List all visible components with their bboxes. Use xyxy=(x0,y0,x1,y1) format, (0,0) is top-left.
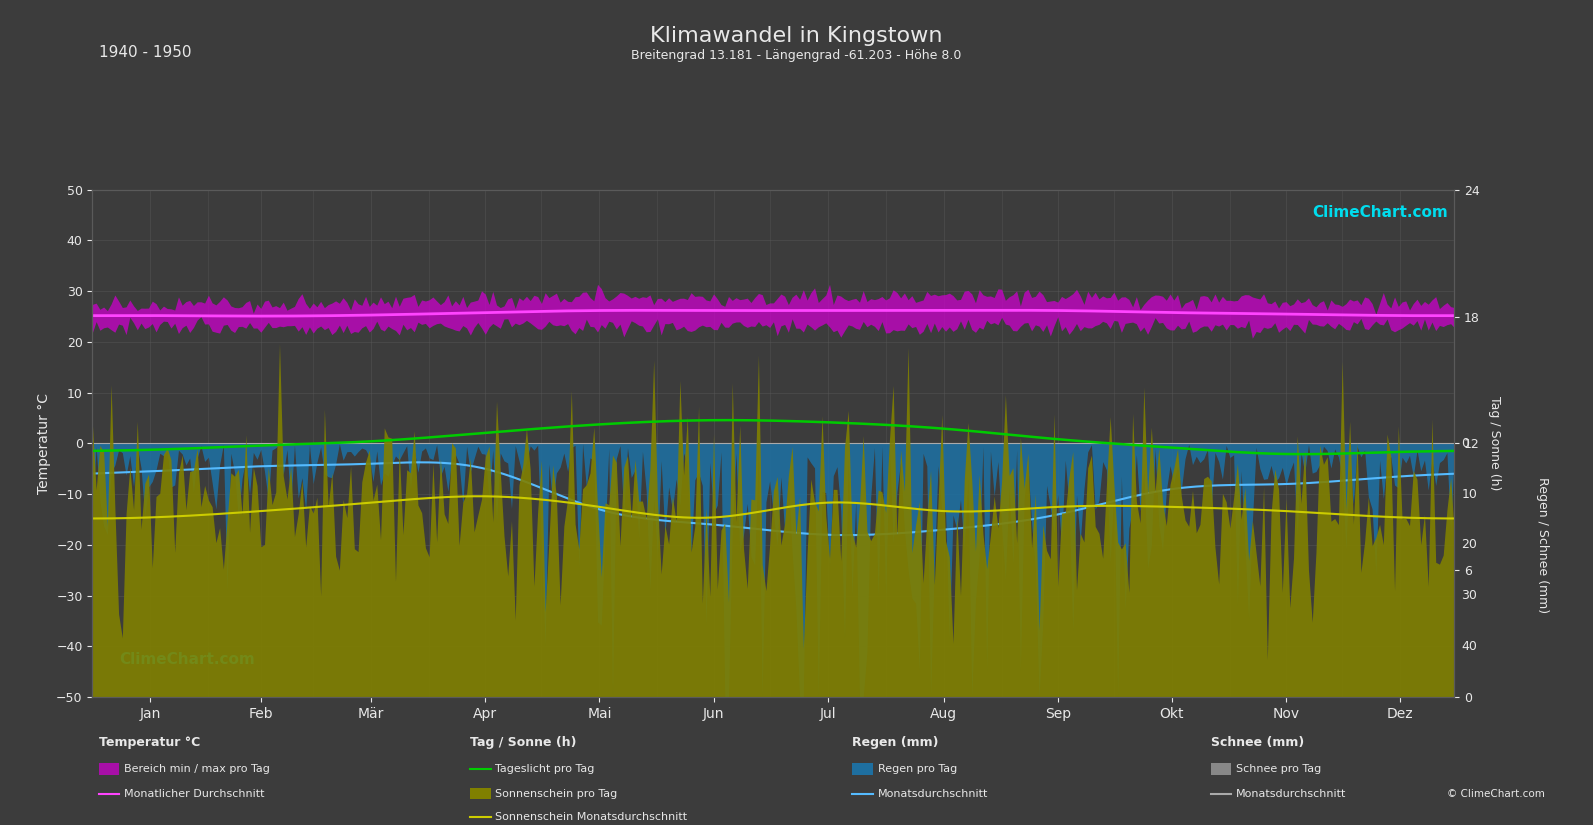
Text: 20: 20 xyxy=(1461,539,1477,551)
Text: 1940 - 1950: 1940 - 1950 xyxy=(99,45,191,60)
Text: ClimeChart.com: ClimeChart.com xyxy=(119,652,255,667)
Text: Klimawandel in Kingstown: Klimawandel in Kingstown xyxy=(650,26,943,46)
Y-axis label: Tag / Sonne (h): Tag / Sonne (h) xyxy=(1488,396,1501,491)
Text: Schnee pro Tag: Schnee pro Tag xyxy=(1236,764,1322,774)
Text: © ClimeChart.com: © ClimeChart.com xyxy=(1448,789,1545,799)
Text: Schnee (mm): Schnee (mm) xyxy=(1211,736,1305,749)
Text: Regen pro Tag: Regen pro Tag xyxy=(878,764,957,774)
Text: Sonnenschein Monatsdurchschnitt: Sonnenschein Monatsdurchschnitt xyxy=(495,812,688,822)
Text: Breitengrad 13.181 - Längengrad -61.203 - Höhe 8.0: Breitengrad 13.181 - Längengrad -61.203 … xyxy=(631,50,962,63)
Text: 30: 30 xyxy=(1461,589,1477,602)
Text: 10: 10 xyxy=(1461,488,1477,501)
Text: Tag / Sonne (h): Tag / Sonne (h) xyxy=(470,736,577,749)
Text: 0: 0 xyxy=(1461,437,1469,450)
Text: Monatlicher Durchschnitt: Monatlicher Durchschnitt xyxy=(124,789,264,799)
Text: 40: 40 xyxy=(1461,640,1477,653)
Text: Tageslicht pro Tag: Tageslicht pro Tag xyxy=(495,764,594,774)
Text: Monatsdurchschnitt: Monatsdurchschnitt xyxy=(878,789,988,799)
Text: ClimeChart.com: ClimeChart.com xyxy=(1313,205,1448,220)
Text: Monatsdurchschnitt: Monatsdurchschnitt xyxy=(1236,789,1346,799)
Text: Regen (mm): Regen (mm) xyxy=(852,736,938,749)
Text: Regen / Schnee (mm): Regen / Schnee (mm) xyxy=(1536,477,1550,613)
Text: Temperatur °C: Temperatur °C xyxy=(99,736,201,749)
Text: Sonnenschein pro Tag: Sonnenschein pro Tag xyxy=(495,789,618,799)
Text: Bereich min / max pro Tag: Bereich min / max pro Tag xyxy=(124,764,271,774)
Y-axis label: Temperatur °C: Temperatur °C xyxy=(37,393,51,494)
